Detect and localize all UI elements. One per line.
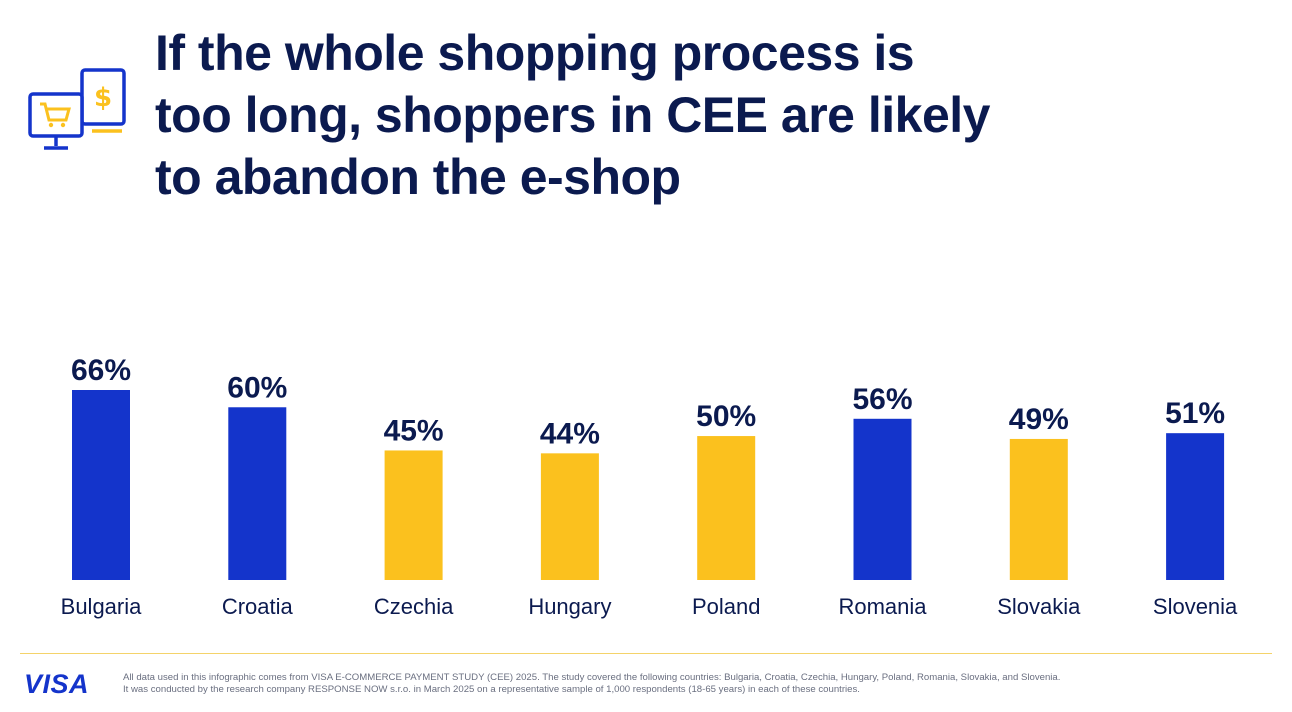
bar-slovenia — [1166, 433, 1225, 580]
page-title: If the whole shopping process is too lon… — [155, 22, 1155, 208]
category-label-romania: Romania — [838, 594, 927, 619]
bar-czechia — [384, 450, 443, 580]
category-label-czechia: Czechia — [374, 594, 454, 619]
category-label-croatia: Croatia — [222, 594, 294, 619]
footer-divider — [20, 653, 1272, 654]
value-label-croatia: 60% — [227, 371, 287, 404]
bar-bulgaria — [72, 390, 130, 580]
bar-croatia — [228, 407, 287, 580]
footnote: All data used in this infographic comes … — [123, 672, 1253, 696]
title-line-3: to abandon the e-shop — [155, 149, 681, 205]
footnote-line-1: All data used in this infographic comes … — [123, 672, 1061, 683]
value-label-slovenia: 51% — [1165, 397, 1225, 430]
category-label-slovakia: Slovakia — [997, 594, 1081, 619]
category-label-poland: Poland — [692, 594, 761, 619]
visa-logo: VISA — [24, 669, 90, 699]
footnote-line-2: It was conducted by the research company… — [123, 684, 860, 695]
title-line-2: too long, shoppers in CEE are likely — [155, 87, 990, 143]
svg-text:$: $ — [94, 83, 112, 113]
bar-poland — [697, 436, 756, 580]
value-label-slovakia: 49% — [1009, 403, 1069, 436]
value-label-hungary: 44% — [540, 417, 600, 450]
bar-hungary — [540, 453, 599, 580]
category-label-bulgaria: Bulgaria — [61, 594, 142, 619]
category-label-slovenia: Slovenia — [1153, 594, 1238, 619]
bar-slovakia — [1009, 438, 1068, 580]
bar-romania — [853, 418, 912, 580]
shopping-cart-payment-icon: $ — [26, 68, 130, 158]
value-label-poland: 50% — [696, 400, 756, 433]
bar-chart: 66% Bulgaria 60% Croatia 45% Czechia 44% Hungar… — [61, 354, 1238, 619]
value-label-czechia: 45% — [384, 414, 444, 447]
value-label-bulgaria: 66% — [71, 354, 131, 387]
title-line-1: If the whole shopping process is — [155, 25, 915, 81]
value-label-romania: 56% — [852, 383, 912, 416]
category-label-hungary: Hungary — [528, 594, 611, 619]
